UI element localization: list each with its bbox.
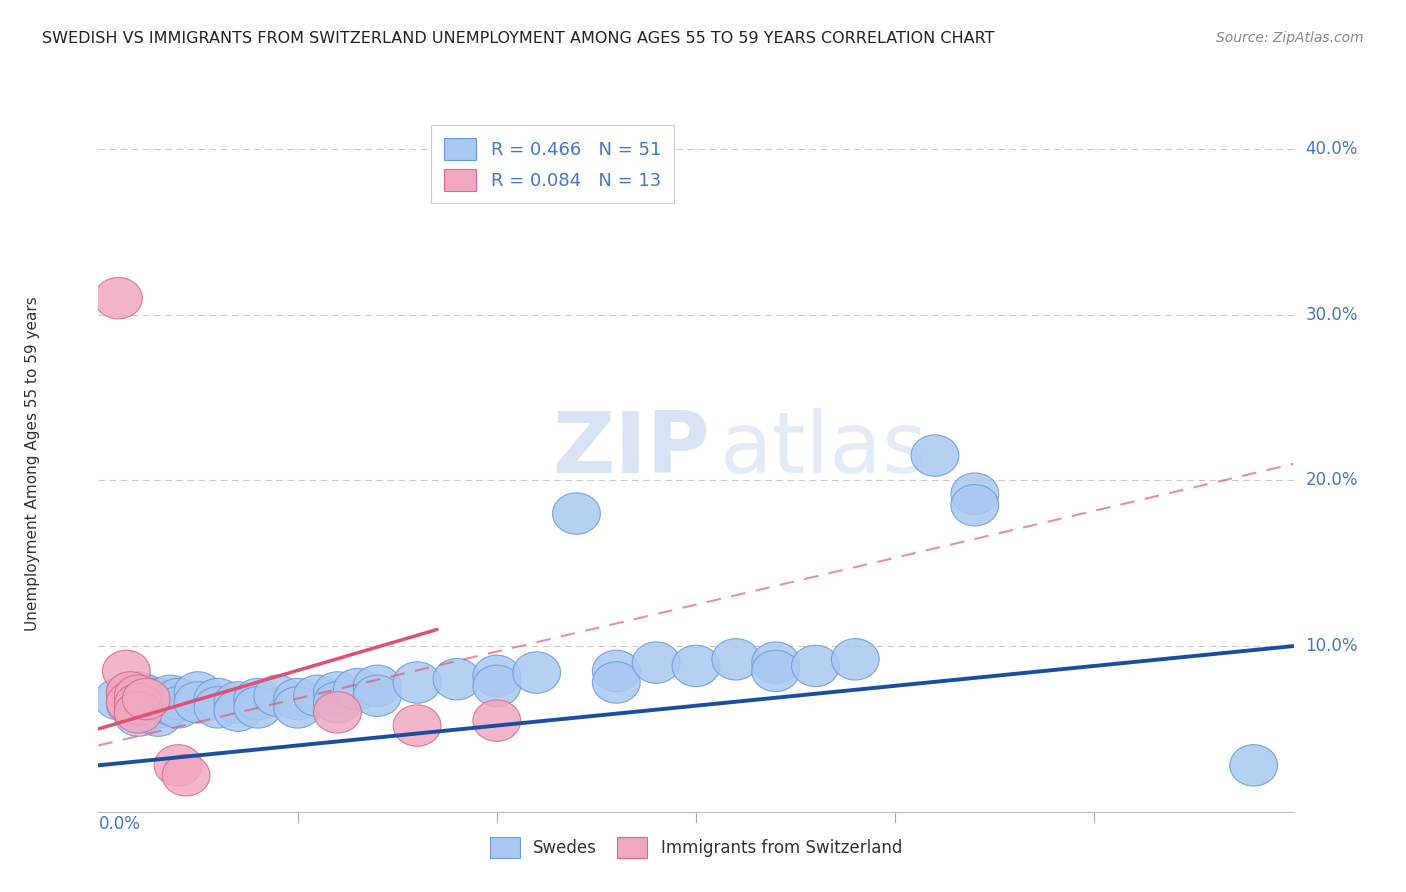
Ellipse shape	[114, 689, 162, 730]
Ellipse shape	[394, 662, 441, 703]
Ellipse shape	[233, 687, 281, 728]
Ellipse shape	[672, 645, 720, 687]
Ellipse shape	[135, 678, 183, 720]
Ellipse shape	[294, 675, 342, 716]
Text: atlas: atlas	[720, 409, 928, 491]
Ellipse shape	[214, 681, 262, 723]
Ellipse shape	[752, 650, 800, 691]
Ellipse shape	[162, 755, 209, 796]
Ellipse shape	[114, 683, 162, 724]
Text: SWEDISH VS IMMIGRANTS FROM SWITZERLAND UNEMPLOYMENT AMONG AGES 55 TO 59 YEARS CO: SWEDISH VS IMMIGRANTS FROM SWITZERLAND U…	[42, 31, 994, 46]
Ellipse shape	[274, 687, 322, 728]
Ellipse shape	[792, 645, 839, 687]
Ellipse shape	[950, 473, 998, 515]
Ellipse shape	[146, 675, 194, 716]
Ellipse shape	[233, 678, 281, 720]
Ellipse shape	[114, 680, 162, 722]
Ellipse shape	[114, 691, 162, 733]
Ellipse shape	[752, 642, 800, 683]
Text: 10.0%: 10.0%	[1305, 637, 1358, 655]
Ellipse shape	[592, 662, 640, 703]
Ellipse shape	[553, 492, 600, 534]
Ellipse shape	[472, 700, 520, 741]
Ellipse shape	[174, 681, 222, 723]
Text: 20.0%: 20.0%	[1305, 471, 1358, 490]
Ellipse shape	[114, 672, 162, 714]
Ellipse shape	[155, 678, 202, 720]
Ellipse shape	[122, 683, 170, 724]
Ellipse shape	[107, 681, 155, 723]
Ellipse shape	[214, 690, 262, 731]
Ellipse shape	[103, 650, 150, 691]
Ellipse shape	[433, 658, 481, 700]
Ellipse shape	[831, 639, 879, 680]
Ellipse shape	[592, 650, 640, 691]
Ellipse shape	[122, 678, 170, 720]
Text: ZIP: ZIP	[553, 409, 710, 491]
Ellipse shape	[107, 683, 155, 724]
Ellipse shape	[711, 639, 759, 680]
Text: 40.0%: 40.0%	[1305, 140, 1358, 158]
Ellipse shape	[911, 435, 959, 476]
Ellipse shape	[114, 675, 162, 716]
Ellipse shape	[174, 672, 222, 714]
Ellipse shape	[146, 683, 194, 724]
Ellipse shape	[94, 678, 142, 720]
Text: 30.0%: 30.0%	[1305, 306, 1358, 324]
Ellipse shape	[135, 687, 183, 728]
Ellipse shape	[472, 665, 520, 706]
Legend: Swedes, Immigrants from Switzerland: Swedes, Immigrants from Switzerland	[482, 829, 910, 866]
Ellipse shape	[94, 277, 142, 319]
Ellipse shape	[254, 675, 301, 716]
Ellipse shape	[194, 678, 242, 720]
Text: 0.0%: 0.0%	[98, 815, 141, 833]
Ellipse shape	[107, 672, 155, 714]
Ellipse shape	[950, 484, 998, 526]
Ellipse shape	[353, 665, 401, 706]
Ellipse shape	[314, 681, 361, 723]
Ellipse shape	[107, 672, 155, 714]
Ellipse shape	[274, 678, 322, 720]
Ellipse shape	[194, 687, 242, 728]
Ellipse shape	[513, 652, 561, 693]
Text: Source: ZipAtlas.com: Source: ZipAtlas.com	[1216, 31, 1364, 45]
Text: Unemployment Among Ages 55 to 59 years: Unemployment Among Ages 55 to 59 years	[25, 296, 41, 632]
Ellipse shape	[155, 687, 202, 728]
Ellipse shape	[122, 675, 170, 716]
Ellipse shape	[333, 668, 381, 710]
Ellipse shape	[1230, 745, 1278, 786]
Ellipse shape	[314, 691, 361, 733]
Ellipse shape	[394, 705, 441, 747]
Ellipse shape	[472, 655, 520, 697]
Ellipse shape	[314, 672, 361, 714]
Ellipse shape	[135, 695, 183, 737]
Ellipse shape	[633, 642, 681, 683]
Ellipse shape	[353, 675, 401, 716]
Ellipse shape	[155, 745, 202, 786]
Ellipse shape	[114, 695, 162, 737]
